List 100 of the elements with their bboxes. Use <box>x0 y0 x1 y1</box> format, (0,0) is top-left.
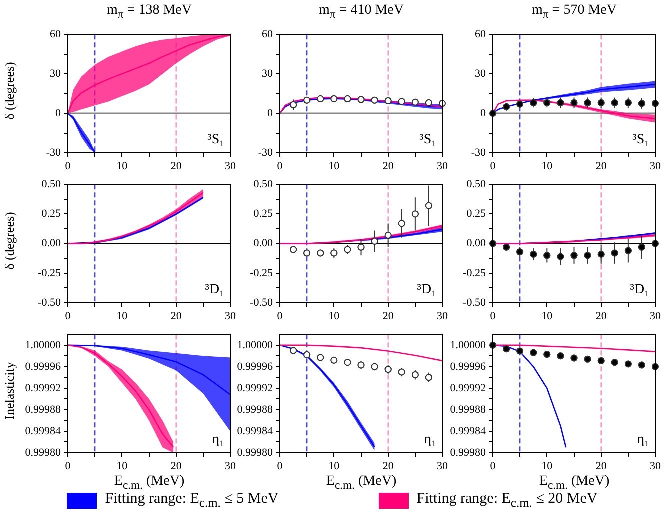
x-tick-label: 0 <box>277 310 284 322</box>
y-tick-label: -0.50 <box>250 296 274 309</box>
x-tick-label: 10 <box>116 310 128 322</box>
x-tick-label: 30 <box>437 460 448 472</box>
y-tick-label: 0.00 <box>466 238 486 250</box>
y-tick-label: 0.00 <box>254 238 274 250</box>
y-tick-label: 0.99988 <box>237 404 274 416</box>
y-tick-label: 60 <box>262 28 274 40</box>
x-tick-label: 30 <box>650 310 662 322</box>
x-tick-label: 30 <box>650 460 662 472</box>
legend-label: Fitting range: E$_{c.m.}$ ≤ 5 MeV <box>105 491 279 511</box>
annotation: η₁ <box>212 432 224 448</box>
y-tick-label: 0 <box>268 107 274 120</box>
x-tick-label: 10 <box>328 160 340 172</box>
annotation: ³D₁ <box>205 282 224 298</box>
y-tick-label: -30 <box>258 146 274 159</box>
legend-label: Fitting range: E$_{c.m.}$ ≤ 20 MeV <box>416 491 598 511</box>
y-tick-label: 0.99984 <box>237 425 274 438</box>
x-tick-label: 30 <box>437 310 448 322</box>
y-tick-label: -30 <box>46 146 62 159</box>
y-tick-label: 0.99996 <box>237 360 274 373</box>
y-axis-title: δ (degrees) <box>2 61 18 122</box>
y-tick-label: 60 <box>50 28 62 40</box>
x-axis-title: E$_{c.m.}$ (MeV) <box>325 474 398 492</box>
y-axis-title: δ (degrees) <box>2 211 18 272</box>
x-tick-label: 30 <box>650 160 662 172</box>
annotation: η₁ <box>424 432 436 448</box>
x-tick-label: 20 <box>596 160 608 172</box>
annotation: ³S₁ <box>632 132 650 148</box>
x-tick-label: 20 <box>596 310 608 322</box>
y-tick-label: 0.99980 <box>450 446 486 459</box>
x-tick-label: 20 <box>382 460 394 472</box>
x-tick-label: 20 <box>170 160 182 172</box>
x-tick-label: 0 <box>490 310 496 322</box>
x-tick-label: 10 <box>116 460 128 472</box>
y-tick-label: 0.99984 <box>25 425 62 438</box>
y-tick-label: 0.99988 <box>25 404 62 416</box>
y-tick-label: 0.25 <box>42 208 62 220</box>
x-tick-label: 10 <box>116 160 128 172</box>
x-tick-label: 0 <box>490 160 496 172</box>
annotation: ³D₁ <box>417 282 436 298</box>
y-tick-label: -0.25 <box>250 267 274 280</box>
y-tick-label: 0.50 <box>466 178 486 190</box>
x-tick-label: 30 <box>225 460 236 472</box>
y-tick-label: 0.99992 <box>25 382 61 394</box>
y-tick-label: 0.00 <box>42 238 62 250</box>
x-tick-label: 20 <box>596 460 608 472</box>
y-tick-label: 0.50 <box>254 178 274 190</box>
y-tick-label: 0.25 <box>254 208 274 220</box>
x-tick-label: 30 <box>225 160 236 172</box>
y-tick-label: 0 <box>56 107 62 120</box>
y-tick-label: 1.00000 <box>25 339 62 352</box>
x-tick-label: 0 <box>65 160 72 172</box>
y-tick-label: 0.25 <box>466 208 486 220</box>
x-tick-label: 30 <box>437 160 448 172</box>
x-tick-label: 20 <box>170 460 182 472</box>
x-tick-label: 10 <box>328 310 340 322</box>
y-tick-label: -0.50 <box>463 296 486 309</box>
chart-title: m$_{π}$ = 138 MeV <box>106 3 193 21</box>
x-tick-label: 0 <box>490 460 496 472</box>
y-tick-label: 0.99980 <box>25 446 62 459</box>
y-tick-label: 1.00000 <box>450 339 486 352</box>
x-tick-label: 0 <box>65 310 72 322</box>
y-tick-label: 0.99992 <box>237 382 273 394</box>
annotation: η₁ <box>637 432 650 448</box>
y-tick-label: 0.99992 <box>450 382 486 394</box>
x-tick-label: 20 <box>382 310 394 322</box>
x-axis-title: E$_{c.m.}$ (MeV) <box>538 474 611 492</box>
y-tick-label: -0.25 <box>38 267 62 280</box>
y-tick-label: 0.99984 <box>450 425 486 438</box>
chart-title: m$_{π}$ = 570 MeV <box>531 3 618 21</box>
x-tick-label: 10 <box>542 460 554 472</box>
y-tick-label: 30 <box>50 68 62 80</box>
y-tick-label: 0.50 <box>42 178 62 190</box>
x-tick-label: 10 <box>542 160 554 172</box>
y-axis-title: Inelasticity <box>2 361 18 422</box>
x-tick-label: 0 <box>65 460 72 472</box>
y-tick-label: 0.99996 <box>450 360 486 373</box>
x-tick-label: 10 <box>328 460 340 472</box>
y-tick-label: 0.99996 <box>25 360 62 373</box>
x-tick-label: 0 <box>277 460 284 472</box>
y-tick-label: 60 <box>475 28 486 40</box>
x-tick-label: 20 <box>170 310 182 322</box>
annotation: ³D₁ <box>630 282 650 298</box>
x-tick-label: 10 <box>542 310 554 322</box>
annotation: ³S₁ <box>420 132 436 148</box>
y-tick-label: 0.99988 <box>450 404 486 416</box>
annotation: ³S₁ <box>208 132 224 148</box>
x-tick-label: 20 <box>382 160 394 172</box>
y-tick-label: 30 <box>475 68 486 80</box>
y-tick-label: -30 <box>471 146 486 159</box>
y-tick-label: 30 <box>262 68 274 80</box>
y-tick-label: -0.50 <box>38 296 62 309</box>
y-tick-label: 0.99980 <box>237 446 274 459</box>
y-tick-label: 1.00000 <box>237 339 274 352</box>
y-tick-label: 0 <box>480 107 486 120</box>
y-tick-label: -0.25 <box>463 267 486 280</box>
chart-title: m$_{π}$ = 410 MeV <box>318 3 405 21</box>
x-axis-title: E$_{c.m.}$ (MeV) <box>113 474 186 492</box>
x-tick-label: 0 <box>277 160 284 172</box>
